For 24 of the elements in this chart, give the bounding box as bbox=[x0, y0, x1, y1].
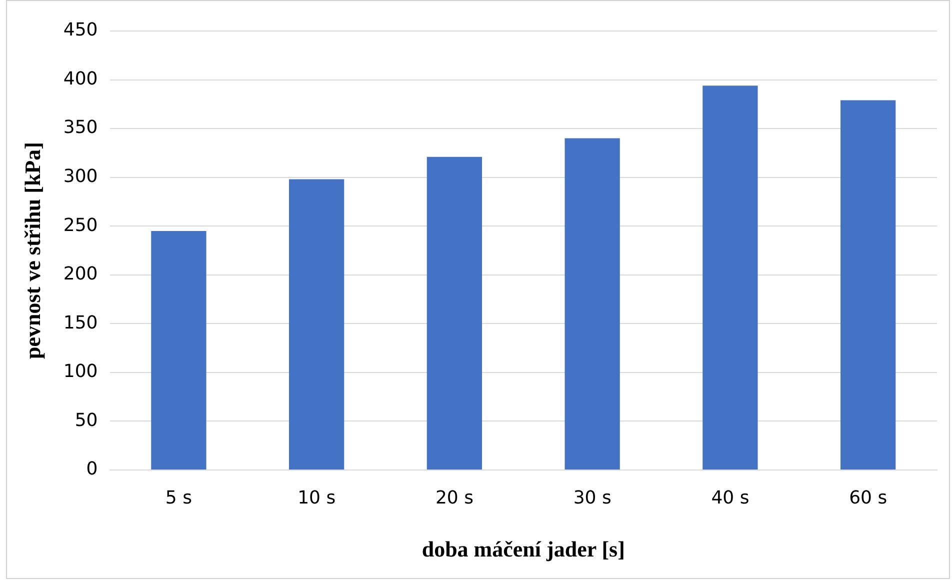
bar bbox=[288, 179, 344, 470]
y-tick-label: 300 bbox=[63, 166, 98, 188]
y-axis-title: pevnost ve střihu [kPa] bbox=[20, 142, 45, 359]
y-tick-label: 450 bbox=[63, 20, 98, 41]
x-tick-label: 40 s bbox=[711, 487, 750, 508]
y-tick-label: 200 bbox=[63, 264, 98, 285]
y-tick-label: 350 bbox=[63, 117, 98, 138]
x-axis-title: doba máčení jader [s] bbox=[422, 536, 625, 562]
y-tick-label: 0 bbox=[86, 458, 98, 480]
bar bbox=[426, 156, 482, 470]
x-tick-label: 20 s bbox=[435, 487, 474, 508]
y-tick-label: 50 bbox=[74, 410, 98, 431]
y-tick-label: 250 bbox=[63, 214, 98, 236]
y-tick-label: 400 bbox=[63, 68, 98, 90]
y-tick-label: 100 bbox=[63, 361, 98, 382]
x-tick-label: 10 s bbox=[298, 487, 336, 508]
x-tick-label: 60 s bbox=[849, 487, 888, 508]
bar bbox=[564, 138, 620, 470]
x-tick-label: 5 s bbox=[165, 487, 192, 508]
x-tick-label: 30 s bbox=[573, 487, 612, 508]
bar bbox=[702, 86, 758, 470]
bar bbox=[840, 100, 896, 470]
bar bbox=[151, 230, 206, 470]
y-tick-label: 150 bbox=[63, 312, 98, 334]
